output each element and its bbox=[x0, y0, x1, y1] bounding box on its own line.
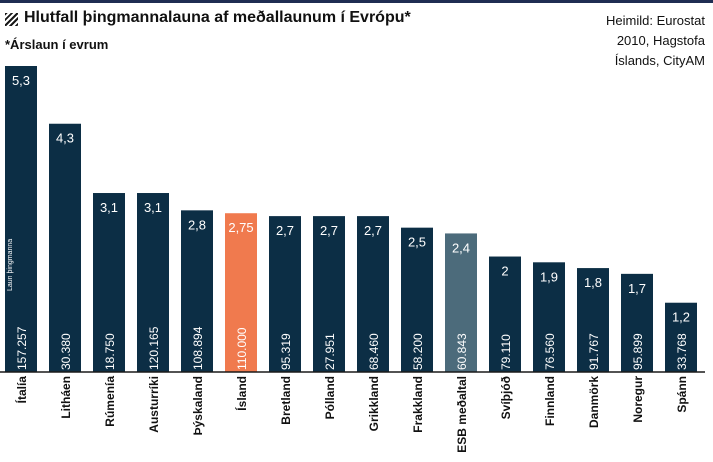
bar bbox=[621, 273, 653, 372]
salary-label: 76.560 bbox=[543, 333, 557, 370]
source-line: 2010, Hagstofa bbox=[616, 33, 705, 48]
category-label: ESB meðaltal bbox=[455, 376, 469, 453]
bar bbox=[445, 233, 477, 372]
bar-value-label: 2,7 bbox=[364, 223, 382, 238]
bar bbox=[313, 216, 345, 372]
bar-value-label: 2,7 bbox=[276, 223, 294, 238]
category-label: Svíþjóð bbox=[499, 376, 513, 419]
salary-label: 91.767 bbox=[587, 333, 601, 370]
bar-value-label: 5,3 bbox=[12, 73, 30, 88]
source-line: Heimild: Eurostat bbox=[606, 13, 705, 28]
salary-label: 110.000 bbox=[235, 327, 249, 370]
salary-label: 108.894 bbox=[191, 326, 205, 370]
chart-title: Hlutfall þingmannalauna af meðallaunum í… bbox=[24, 9, 411, 26]
bar bbox=[489, 256, 521, 372]
bar-value-label: 2,75 bbox=[228, 220, 253, 235]
salary-label: 33.768 bbox=[675, 333, 689, 370]
category-label: Bretland bbox=[279, 376, 293, 425]
bar-value-label: 1,2 bbox=[672, 310, 690, 325]
salary-label: 157.257 bbox=[15, 326, 29, 370]
category-label: Noregur bbox=[631, 376, 645, 423]
bar bbox=[49, 123, 81, 373]
category-label: Þýskaland bbox=[191, 376, 205, 435]
category-label: Danmörk bbox=[587, 376, 601, 428]
category-label: Spánn bbox=[675, 376, 689, 413]
category-label: Ísland bbox=[234, 376, 249, 411]
salary-label: 79.110 bbox=[499, 334, 513, 370]
salary-label: 18.750 bbox=[103, 333, 117, 370]
salary-label: 68.460 bbox=[367, 333, 381, 370]
bar-value-label: 3,1 bbox=[144, 200, 162, 215]
bar-value-label: 2,8 bbox=[188, 217, 206, 232]
salary-label: 58.200 bbox=[411, 333, 425, 370]
bar-value-label: 2,7 bbox=[320, 223, 338, 238]
bar-value-label: 2 bbox=[501, 264, 508, 279]
category-label: Rúmenía bbox=[103, 376, 117, 427]
bar-value-label: 2,5 bbox=[408, 235, 426, 250]
bar bbox=[93, 193, 125, 372]
bar bbox=[137, 193, 169, 372]
source-note: Heimild: Eurostat 2010, Hagstofa Íslands… bbox=[565, 11, 705, 71]
category-label: Frakkland bbox=[411, 376, 425, 433]
bar bbox=[401, 227, 433, 372]
bar bbox=[357, 216, 389, 372]
bar bbox=[225, 213, 257, 372]
bar-value-label: 4,3 bbox=[56, 131, 74, 146]
category-label: Pólland bbox=[323, 376, 337, 419]
salary-label: 30.380 bbox=[59, 333, 73, 370]
bar-value-label: 1,9 bbox=[540, 269, 558, 284]
bar bbox=[181, 210, 213, 372]
salary-label: 27.951 bbox=[323, 333, 337, 370]
hatch-icon bbox=[5, 13, 18, 26]
salary-label: 95.319 bbox=[279, 333, 293, 370]
salary-label: 120.165 bbox=[147, 326, 161, 370]
bar bbox=[665, 302, 697, 372]
salary-label: 95.899 bbox=[631, 333, 645, 370]
bar bbox=[269, 216, 301, 372]
bar bbox=[533, 262, 565, 372]
category-label: Grikkland bbox=[367, 376, 381, 431]
salary-note: Laun þingmanna bbox=[7, 239, 14, 291]
top-rule bbox=[0, 0, 713, 3]
category-label: Finnland bbox=[543, 376, 557, 426]
category-label: Litháen bbox=[59, 376, 73, 419]
category-label: Ítalía bbox=[14, 376, 29, 404]
salary-label: 60.843 bbox=[455, 333, 469, 370]
bar-value-label: 2,4 bbox=[452, 240, 470, 255]
category-label: Austurríki bbox=[147, 376, 161, 433]
bar-value-label: 3,1 bbox=[100, 200, 118, 215]
bar-value-label: 1,8 bbox=[584, 275, 602, 290]
bar bbox=[5, 66, 37, 372]
bar bbox=[577, 268, 609, 372]
bar-value-label: 1,7 bbox=[628, 281, 646, 296]
source-line: Íslands, CityAM bbox=[614, 53, 705, 68]
chart-subtitle: *Árslaun í evrum bbox=[5, 37, 109, 52]
